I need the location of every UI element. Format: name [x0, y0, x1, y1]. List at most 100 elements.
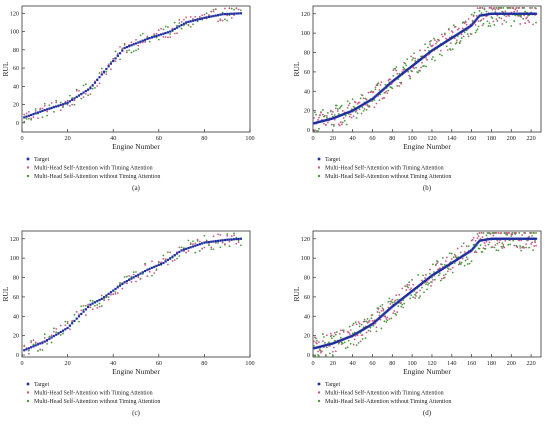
point-without-timing: [173, 21, 176, 24]
point-with-timing: [367, 91, 370, 94]
point-with-timing: [141, 41, 144, 44]
x-axis-label: Engine Number: [112, 367, 160, 376]
point-with-timing: [518, 239, 521, 242]
point-without-timing: [91, 300, 94, 302]
point-target: [73, 319, 76, 323]
point-with-timing: [488, 241, 491, 244]
point-with-timing: [349, 329, 352, 332]
point-without-timing: [176, 24, 178, 27]
y-tick-label: 120: [301, 11, 310, 18]
point-with-timing: [130, 41, 133, 44]
point-with-timing: [347, 104, 350, 107]
point-without-timing: [443, 32, 446, 35]
point-without-timing: [509, 243, 512, 246]
point-with-timing: [210, 10, 213, 13]
point-with-timing: [71, 103, 74, 106]
point-without-timing: [182, 247, 185, 249]
point-with-timing: [318, 341, 320, 344]
point-target: [100, 297, 103, 300]
point-with-timing: [333, 118, 336, 121]
point-without-timing: [330, 337, 333, 340]
point-without-timing: [323, 336, 325, 338]
y-tick-label: 0: [16, 352, 19, 359]
point-with-timing: [514, 8, 517, 11]
point-target: [105, 294, 108, 297]
y-tick-label: 80: [13, 47, 19, 54]
point-without-timing: [532, 249, 534, 251]
point-with-timing: [98, 305, 101, 308]
point-with-timing: [366, 104, 369, 106]
point-with-timing: [395, 294, 398, 297]
point-with-timing: [75, 310, 78, 313]
point-with-timing: [162, 257, 165, 260]
point-with-timing: [481, 24, 484, 27]
point-with-timing: [378, 89, 381, 91]
point-target: [59, 103, 62, 107]
point-with-timing: [475, 251, 478, 254]
point-with-timing: [457, 27, 460, 30]
plot-frame: [21, 230, 251, 358]
point-with-timing: [495, 232, 498, 234]
point-target: [118, 284, 122, 287]
point-with-timing: [330, 113, 333, 116]
point-target: [50, 336, 53, 339]
point-without-timing: [523, 7, 526, 9]
point-target: [107, 292, 110, 296]
point-without-timing: [409, 77, 412, 80]
x-tick-label: 220: [526, 135, 535, 142]
point-without-timing: [331, 354, 334, 357]
point-without-timing: [208, 244, 210, 247]
point-with-timing: [337, 123, 340, 126]
point-without-timing: [487, 243, 490, 246]
point-with-timing: [107, 63, 110, 66]
point-with-timing: [395, 69, 398, 72]
point-without-timing: [356, 112, 359, 115]
panel-label: (a): [132, 184, 140, 192]
point-with-timing: [492, 20, 495, 23]
point-target: [185, 21, 188, 24]
point-without-timing: [366, 318, 369, 320]
point-with-timing: [371, 319, 374, 322]
point-without-timing: [427, 46, 429, 49]
point-without-timing: [41, 116, 44, 119]
point-without-timing: [484, 247, 487, 250]
point-without-timing: [434, 59, 436, 62]
point-with-timing: [479, 7, 482, 9]
point-target: [27, 347, 30, 350]
point-with-timing: [132, 273, 135, 276]
point-target: [173, 27, 176, 31]
x-tick-label: 20: [330, 360, 336, 367]
point-with-timing: [194, 15, 197, 18]
point-target: [116, 286, 119, 289]
point-with-timing: [455, 39, 458, 42]
point-with-timing: [456, 247, 459, 250]
point-without-timing: [351, 98, 354, 101]
point-without-timing: [328, 352, 331, 355]
legend-swatch: [26, 157, 30, 161]
point-target: [474, 19, 477, 22]
point-without-timing: [428, 282, 430, 285]
point-without-timing: [520, 249, 523, 252]
point-target: [75, 95, 78, 99]
point-without-timing: [228, 245, 231, 248]
point-without-timing: [405, 64, 408, 67]
point-target: [91, 302, 94, 305]
point-target: [23, 116, 26, 119]
point-with-timing: [496, 14, 499, 17]
point-with-timing: [392, 69, 395, 72]
point-with-timing: [483, 7, 486, 10]
point-with-timing: [356, 334, 359, 337]
y-axis-label: RUL: [292, 286, 301, 301]
point-with-timing: [164, 36, 167, 38]
point-with-timing: [201, 14, 204, 17]
point-with-timing: [380, 309, 383, 312]
point-with-timing: [453, 253, 456, 256]
point-without-timing: [50, 341, 53, 344]
point-without-timing: [534, 239, 536, 242]
point-with-timing: [169, 36, 172, 39]
point-with-timing: [440, 33, 443, 36]
point-without-timing: [396, 298, 399, 301]
point-without-timing: [230, 7, 233, 10]
point-with-timing: [114, 60, 117, 63]
point-with-timing: [471, 238, 474, 241]
